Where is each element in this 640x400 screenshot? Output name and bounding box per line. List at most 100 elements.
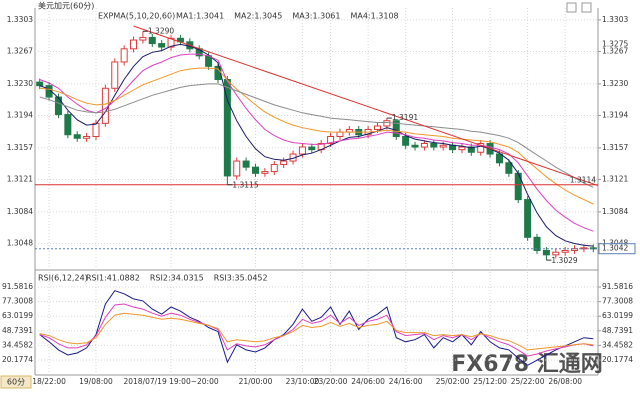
candle-body bbox=[83, 135, 91, 139]
y-tick-label: 91.5816 bbox=[2, 282, 33, 291]
candle-body bbox=[148, 36, 156, 45]
candle-body bbox=[524, 199, 532, 238]
legend-entry: MA2:1.3045 bbox=[234, 12, 282, 21]
x-tick-label: 19/08:00 bbox=[79, 377, 113, 386]
legend-entry: RSI1:41.0882 bbox=[86, 274, 140, 283]
candle-body bbox=[298, 146, 306, 155]
candle-body bbox=[533, 236, 541, 251]
icon[interactable] bbox=[581, 2, 592, 13]
candle-body bbox=[402, 135, 410, 146]
y-tick-label: 1.3121 bbox=[602, 174, 628, 183]
candle-body bbox=[252, 166, 260, 174]
candle-body bbox=[242, 160, 250, 168]
candle-body bbox=[373, 125, 381, 130]
chart-title: 美元加元(60分) bbox=[38, 1, 94, 11]
candle-body bbox=[223, 79, 231, 177]
y-tick-label: 63.0199 bbox=[602, 311, 633, 320]
y-tick-label: 91.5816 bbox=[602, 282, 633, 291]
candle-body bbox=[495, 153, 503, 164]
y-tick-label: 1.3121 bbox=[7, 174, 33, 183]
candle-body bbox=[73, 134, 81, 139]
y-tick-label: 1.3303 bbox=[602, 15, 628, 24]
x-tick-label: 23/20:00 bbox=[314, 377, 348, 386]
y-tick-label: 1.3303 bbox=[7, 15, 33, 24]
x-tick-label: 24/16:00 bbox=[389, 377, 423, 386]
candle-body bbox=[64, 114, 72, 136]
candle-body bbox=[54, 96, 62, 116]
y-tick-label: 1.3194 bbox=[7, 110, 33, 119]
indicator-label: RSI(6,12,24) bbox=[38, 274, 88, 283]
x-tick-label: 24/06:00 bbox=[351, 377, 385, 386]
price-marker: 1.3275 bbox=[602, 39, 628, 48]
candle-body bbox=[261, 171, 269, 174]
x-tick-label: 25/22:00 bbox=[511, 377, 545, 386]
candle-body bbox=[571, 248, 579, 251]
series-line bbox=[39, 83, 594, 188]
candle-body bbox=[120, 48, 128, 63]
candle-body bbox=[505, 162, 513, 174]
x-tick-label: 23/10:00 bbox=[286, 377, 320, 386]
y-tick-label: 34.4582 bbox=[2, 340, 33, 349]
y-tick-label: 1.3230 bbox=[7, 79, 33, 88]
x-tick-label: 25/02:00 bbox=[436, 377, 470, 386]
y-tick-label: 77.3008 bbox=[602, 297, 633, 306]
x-tick-label: 21/00:00 bbox=[239, 377, 273, 386]
y-tick-label: 20.1774 bbox=[2, 355, 33, 364]
y-tick-label: 1.3157 bbox=[7, 143, 33, 152]
candle-body bbox=[411, 144, 419, 148]
legend-entry: MA4:1.3108 bbox=[350, 12, 398, 21]
annotation-label: 1.3115 bbox=[232, 181, 258, 190]
y-tick-label: 1.3048 bbox=[602, 238, 628, 247]
candle-body bbox=[280, 160, 288, 166]
legend-entry: RSI3:35.0452 bbox=[214, 274, 268, 283]
price-marker: 1.3042 bbox=[602, 244, 628, 253]
series-line bbox=[39, 53, 594, 232]
series-line bbox=[39, 43, 594, 247]
y-tick-label: 1.3048 bbox=[7, 238, 33, 247]
period-box bbox=[0, 375, 32, 389]
candle-body bbox=[327, 135, 335, 145]
trend-line-label: 1.3114 bbox=[570, 176, 596, 185]
candle-body bbox=[139, 36, 147, 41]
candle-body bbox=[205, 55, 213, 67]
trend-line bbox=[133, 25, 599, 187]
candle-body bbox=[308, 146, 316, 151]
candle-body bbox=[383, 120, 391, 127]
candle-body bbox=[130, 39, 138, 50]
annotation-label: 1.3290 bbox=[148, 26, 174, 35]
annotation-label: 1.3191 bbox=[392, 113, 418, 122]
legend-entry: MA1:1.3041 bbox=[176, 12, 224, 21]
candle-body bbox=[92, 122, 100, 137]
candle-body bbox=[458, 146, 466, 151]
series-line bbox=[39, 290, 594, 366]
candle-body bbox=[467, 146, 475, 153]
candle-body bbox=[167, 37, 175, 48]
y-tick-label: 1.3084 bbox=[602, 207, 628, 216]
series-line bbox=[39, 67, 594, 205]
series-line bbox=[39, 303, 594, 357]
x-tick-label: 26/08:00 bbox=[548, 377, 582, 386]
candle-body bbox=[420, 143, 428, 148]
annotation-label: 1.3029 bbox=[551, 256, 577, 265]
series-line bbox=[39, 312, 594, 351]
y-tick-label: 20.1774 bbox=[602, 355, 633, 364]
candle-body bbox=[101, 87, 109, 124]
y-tick-label: 1.3084 bbox=[7, 207, 33, 216]
candle-body bbox=[430, 143, 438, 148]
icon[interactable] bbox=[566, 2, 577, 13]
candle-body bbox=[270, 164, 278, 173]
legend-entry: MA3:1.3061 bbox=[292, 12, 340, 21]
y-tick-label: 48.7391 bbox=[2, 326, 33, 335]
candle-body bbox=[439, 144, 447, 148]
y-tick-label: 1.3267 bbox=[7, 46, 33, 55]
y-tick-label: 48.7391 bbox=[602, 326, 633, 335]
x-tick-label: 2018/07/19 19:00~20:00 bbox=[123, 377, 218, 386]
y-tick-label: 77.3008 bbox=[2, 297, 33, 306]
candle-body bbox=[36, 81, 44, 87]
price-box bbox=[598, 243, 636, 255]
y-tick-label: 1.3267 bbox=[602, 46, 628, 55]
candle-body bbox=[158, 43, 166, 48]
x-tick-label: 18/22:00 bbox=[32, 377, 66, 386]
